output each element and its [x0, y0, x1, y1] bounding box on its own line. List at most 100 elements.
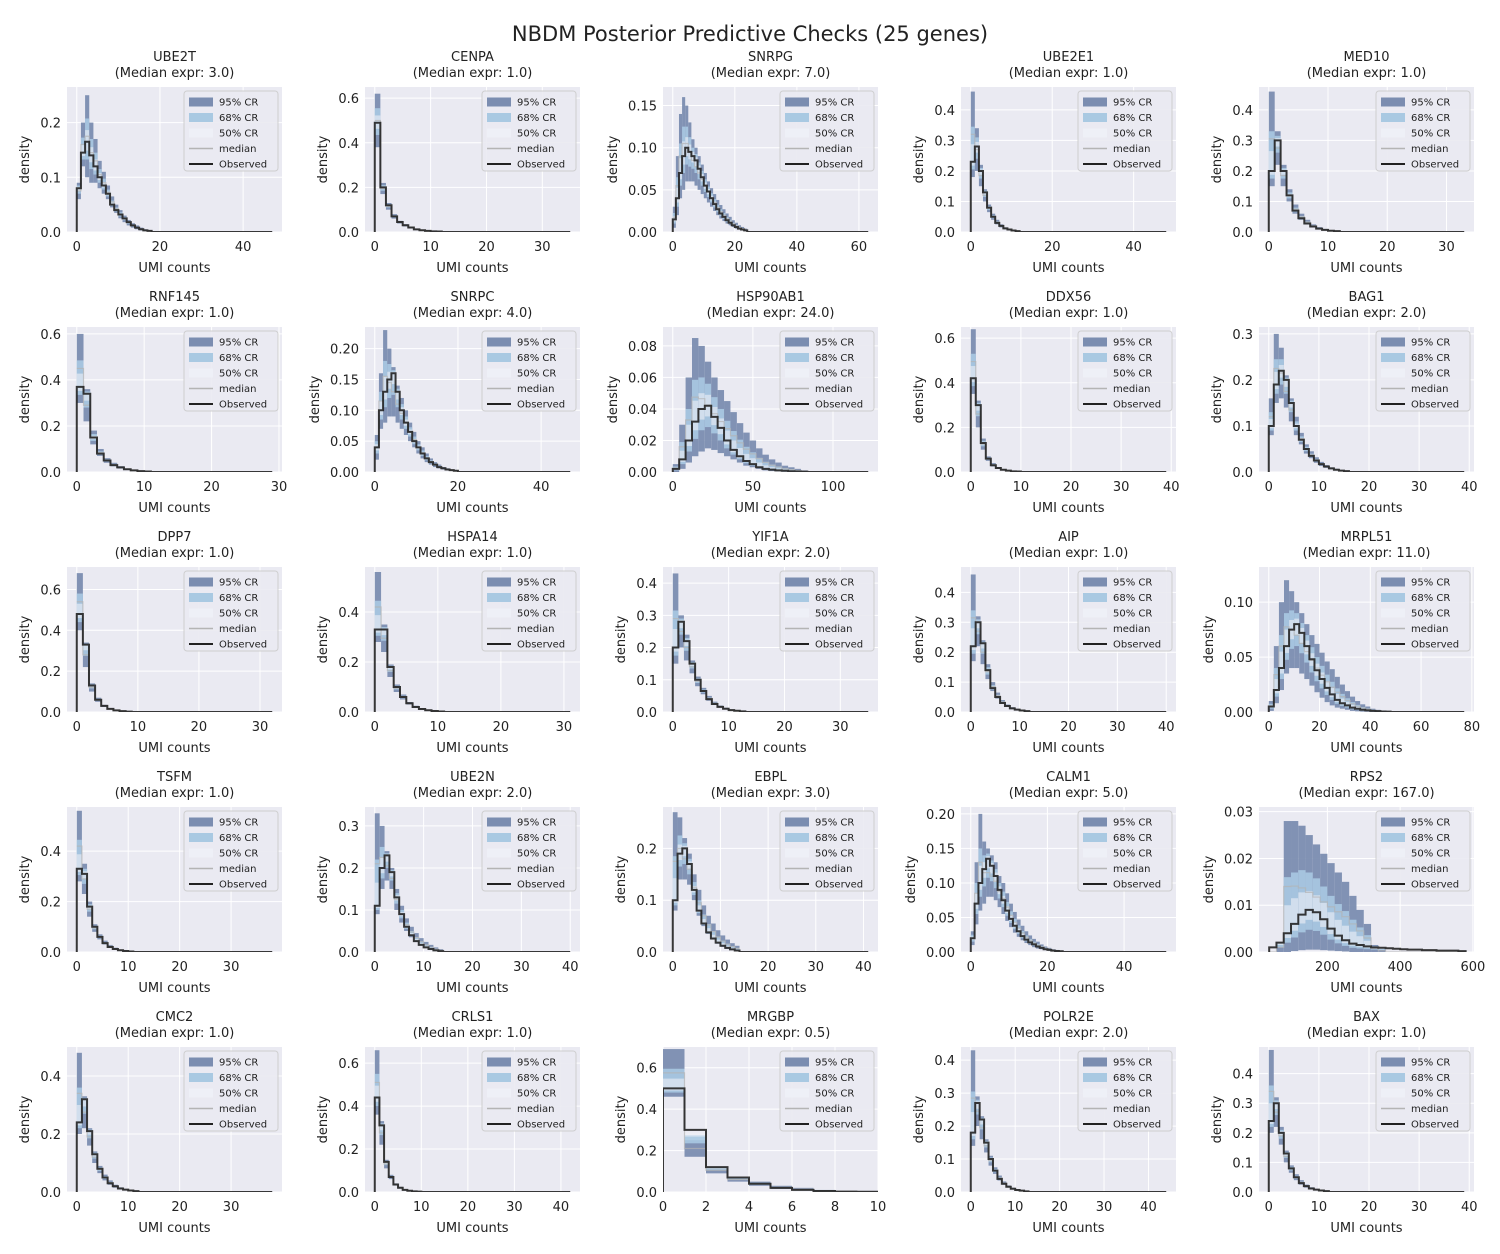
- legend-swatch: [1381, 353, 1405, 362]
- y-tick-label: 0.3: [934, 1087, 955, 1102]
- legend-label: 95% CR: [1113, 1058, 1152, 1069]
- legend-label: 95% CR: [1113, 338, 1152, 349]
- legend-label: 68% CR: [1113, 1073, 1152, 1084]
- cr50-bar: [1306, 891, 1313, 920]
- x-axis-label: UMI counts: [436, 981, 508, 996]
- y-tick-label: 0.6: [636, 1062, 657, 1077]
- legend-label: 95% CR: [517, 578, 556, 589]
- x-tick-label: 20: [1311, 720, 1328, 735]
- y-axis-label: density: [18, 375, 33, 423]
- x-axis-label: UMI counts: [1032, 1221, 1104, 1236]
- y-tick-label: 0.6: [338, 92, 359, 107]
- panel-subtitle: (Median expr: 2.0): [711, 546, 831, 561]
- legend-label: median: [219, 864, 257, 875]
- panel-subtitle: (Median expr: 3.0): [711, 786, 831, 801]
- x-axis-label: UMI counts: [734, 1221, 806, 1236]
- y-tick-label: 0.2: [40, 896, 61, 911]
- legend-label: median: [1411, 144, 1449, 155]
- y-axis-label: density: [606, 375, 621, 423]
- legend-label: Observed: [517, 400, 565, 411]
- legend-label: Observed: [219, 400, 267, 411]
- legend-label: 50% CR: [815, 1089, 854, 1100]
- legend-label: median: [1113, 624, 1151, 635]
- x-tick-label: 0: [967, 1200, 975, 1215]
- cr50-bar: [1313, 895, 1320, 921]
- y-tick-label: 0.2: [338, 1143, 359, 1158]
- legend-label: 95% CR: [517, 818, 556, 829]
- legend-swatch: [1083, 593, 1107, 602]
- y-tick-label: 0.2: [636, 642, 657, 657]
- panel-title: MED10: [1344, 50, 1390, 65]
- legend-swatch: [785, 369, 809, 378]
- panel-title: YIF1A: [751, 530, 789, 545]
- panel-title: CENPA: [451, 50, 494, 65]
- legend-label: 68% CR: [517, 1073, 556, 1084]
- y-tick-label: 0.3: [934, 616, 955, 631]
- panel-grid: 0 20 40 0.0 0.1 0.2 UBE2T (Median expr: 3.0) UMI…: [18, 50, 1485, 1236]
- y-tick-label: 0.0: [40, 466, 61, 481]
- x-tick-label: 10: [712, 960, 729, 975]
- legend-swatch: [1083, 609, 1107, 618]
- y-tick-label: 0.15: [926, 842, 955, 857]
- legend-label: 68% CR: [517, 593, 556, 604]
- x-tick-label: 0: [73, 720, 81, 735]
- panel-subtitle: (Median expr: 1.0): [1009, 306, 1129, 321]
- legend-label: Observed: [1411, 160, 1459, 171]
- legend-label: median: [815, 624, 853, 635]
- legend-label: 50% CR: [1113, 1089, 1152, 1100]
- legend-swatch: [189, 1058, 213, 1067]
- x-tick-label: 30: [1109, 720, 1126, 735]
- y-tick-label: 0.1: [40, 171, 61, 186]
- y-tick-label: 0.06: [628, 371, 657, 386]
- x-tick-label: 30: [1113, 480, 1130, 495]
- legend-swatch: [1381, 833, 1405, 842]
- y-tick-label: 0.20: [330, 343, 359, 358]
- x-tick-label: 20: [460, 1200, 477, 1215]
- panel-title: UBE2T: [153, 50, 196, 65]
- legend-label: 95% CR: [815, 818, 854, 829]
- y-axis-label: density: [308, 375, 323, 423]
- x-axis-label: UMI counts: [1330, 1221, 1402, 1236]
- x-tick-label: 10: [1011, 720, 1028, 735]
- x-tick-label: 40: [1461, 480, 1478, 495]
- legend-label: 68% CR: [219, 593, 258, 604]
- legend-swatch: [487, 369, 511, 378]
- legend-label: 68% CR: [1411, 1073, 1450, 1084]
- legend-label: 95% CR: [219, 818, 258, 829]
- y-tick-label: 0.05: [330, 435, 359, 450]
- x-axis-label: UMI counts: [1330, 261, 1402, 276]
- x-tick-label: 40: [1125, 240, 1142, 255]
- x-tick-label: 20: [1060, 720, 1077, 735]
- legend-label: 68% CR: [517, 113, 556, 124]
- y-tick-label: 0.6: [40, 583, 61, 598]
- panel-subtitle: (Median expr: 1.0): [115, 546, 235, 561]
- legend-swatch: [487, 833, 511, 842]
- panel-title: UBE2E1: [1043, 50, 1094, 65]
- panel-subtitle: (Median expr: 1.0): [115, 1026, 235, 1041]
- legend-swatch: [1381, 98, 1405, 107]
- y-tick-label: 0.0: [40, 1186, 61, 1201]
- y-tick-label: 0.4: [1232, 104, 1253, 119]
- y-tick-label: 0.00: [926, 946, 955, 961]
- panel-title: TSFM: [156, 770, 192, 785]
- x-tick-label: 20: [1361, 480, 1378, 495]
- y-axis-label: density: [912, 135, 927, 183]
- y-tick-label: 0.3: [1232, 328, 1253, 343]
- x-tick-label: 20: [1361, 1200, 1378, 1215]
- legend-label: 50% CR: [815, 129, 854, 140]
- x-tick-label: 20: [171, 1200, 188, 1215]
- legend-swatch: [1083, 849, 1107, 858]
- x-tick-label: 10: [130, 720, 147, 735]
- y-tick-label: 0.3: [1232, 134, 1253, 149]
- x-tick-label: 60: [851, 240, 868, 255]
- legend-label: 68% CR: [815, 1073, 854, 1084]
